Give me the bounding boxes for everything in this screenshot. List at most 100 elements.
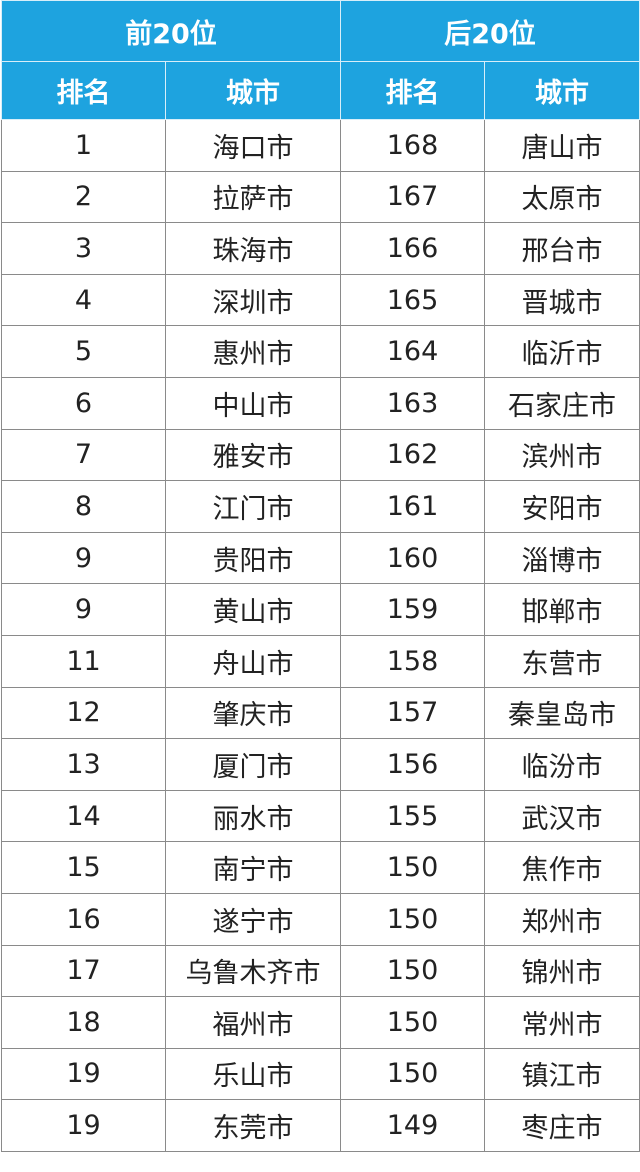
city-cell: 乐山市 bbox=[164, 1047, 342, 1101]
table-row: 19 乐山市 150 镇江市 bbox=[1, 1047, 640, 1101]
rank-cell: 19 bbox=[1, 1099, 166, 1152]
city-cell: 太原市 bbox=[484, 170, 640, 224]
group-header: 后20位 bbox=[340, 0, 640, 62]
rank-cell: 17 bbox=[1, 944, 166, 998]
city-cell: 珠海市 bbox=[164, 222, 342, 275]
city-cell: 镇江市 bbox=[484, 1047, 640, 1101]
rank-cell: 2 bbox=[1, 170, 166, 224]
rank-cell: 150 bbox=[340, 892, 486, 946]
city-cell: 枣庄市 bbox=[484, 1099, 640, 1152]
rank-cell: 158 bbox=[340, 634, 486, 688]
rank-cell: 4 bbox=[1, 273, 166, 327]
city-cell: 贵阳市 bbox=[164, 531, 342, 585]
column-header-row: 排名 城市 排名 城市 bbox=[1, 61, 640, 120]
rank-cell: 149 bbox=[340, 1099, 486, 1152]
rank-cell: 157 bbox=[340, 686, 486, 740]
table-row: 16 遂宁市 150 郑州市 bbox=[1, 892, 640, 946]
rank-cell: 162 bbox=[340, 428, 486, 482]
city-cell: 秦皇岛市 bbox=[484, 686, 640, 740]
rank-cell: 9 bbox=[1, 531, 166, 585]
table-row: 18 福州市 150 常州市 bbox=[1, 996, 640, 1049]
city-cell: 晋城市 bbox=[484, 273, 640, 327]
rank-cell: 150 bbox=[340, 996, 486, 1049]
table-row: 17 乌鲁木齐市 150 锦州市 bbox=[1, 944, 640, 998]
column-header: 排名 bbox=[1, 61, 166, 120]
table-row: 11 舟山市 158 东营市 bbox=[1, 634, 640, 688]
city-cell: 临汾市 bbox=[484, 738, 640, 791]
city-cell: 舟山市 bbox=[164, 634, 342, 688]
rank-cell: 168 bbox=[340, 119, 486, 172]
table-row: 9 黄山市 159 邯郸市 bbox=[1, 583, 640, 636]
rank-cell: 150 bbox=[340, 944, 486, 998]
rank-cell: 11 bbox=[1, 634, 166, 688]
table-row: 13 厦门市 156 临汾市 bbox=[1, 738, 640, 791]
rank-cell: 19 bbox=[1, 1047, 166, 1101]
city-cell: 东营市 bbox=[484, 634, 640, 688]
city-cell: 东莞市 bbox=[164, 1099, 342, 1152]
table-row: 5 惠州市 164 临沂市 bbox=[1, 325, 640, 378]
rank-cell: 160 bbox=[340, 531, 486, 585]
table-row: 1 海口市 168 唐山市 bbox=[1, 119, 640, 172]
rank-cell: 163 bbox=[340, 376, 486, 430]
city-cell: 武汉市 bbox=[484, 789, 640, 843]
table-row: 14 丽水市 155 武汉市 bbox=[1, 789, 640, 843]
table-row: 12 肇庆市 157 秦皇岛市 bbox=[1, 686, 640, 740]
rank-cell: 18 bbox=[1, 996, 166, 1049]
rank-cell: 155 bbox=[340, 789, 486, 843]
rank-cell: 159 bbox=[340, 583, 486, 636]
rank-cell: 161 bbox=[340, 480, 486, 533]
city-cell: 石家庄市 bbox=[484, 376, 640, 430]
rank-cell: 165 bbox=[340, 273, 486, 327]
table-row: 8 江门市 161 安阳市 bbox=[1, 480, 640, 533]
rank-cell: 5 bbox=[1, 325, 166, 378]
city-cell: 锦州市 bbox=[484, 944, 640, 998]
city-cell: 安阳市 bbox=[484, 480, 640, 533]
rank-cell: 8 bbox=[1, 480, 166, 533]
city-cell: 遂宁市 bbox=[164, 892, 342, 946]
group-header: 前20位 bbox=[0, 0, 342, 62]
rank-cell: 3 bbox=[1, 222, 166, 275]
table-row: 7 雅安市 162 滨州市 bbox=[1, 428, 640, 482]
city-cell: 临沂市 bbox=[484, 325, 640, 378]
table-row: 15 南宁市 150 焦作市 bbox=[1, 841, 640, 894]
city-cell: 深圳市 bbox=[164, 273, 342, 327]
rank-cell: 1 bbox=[1, 119, 166, 172]
rank-cell: 150 bbox=[340, 841, 486, 894]
rank-cell: 6 bbox=[1, 376, 166, 430]
city-cell: 惠州市 bbox=[164, 325, 342, 378]
rank-cell: 16 bbox=[1, 892, 166, 946]
rank-cell: 156 bbox=[340, 738, 486, 791]
rank-cell: 12 bbox=[1, 686, 166, 740]
column-header: 城市 bbox=[164, 61, 342, 120]
rank-cell: 15 bbox=[1, 841, 166, 894]
rank-cell: 7 bbox=[1, 428, 166, 482]
rank-cell: 164 bbox=[340, 325, 486, 378]
table-row: 2 拉萨市 167 太原市 bbox=[1, 170, 640, 224]
city-cell: 拉萨市 bbox=[164, 170, 342, 224]
city-cell: 雅安市 bbox=[164, 428, 342, 482]
table-row: 4 深圳市 165 晋城市 bbox=[1, 273, 640, 327]
rank-cell: 14 bbox=[1, 789, 166, 843]
city-cell: 乌鲁木齐市 bbox=[164, 944, 342, 998]
rank-cell: 150 bbox=[340, 1047, 486, 1101]
city-cell: 淄博市 bbox=[484, 531, 640, 585]
city-cell: 唐山市 bbox=[484, 119, 640, 172]
city-cell: 郑州市 bbox=[484, 892, 640, 946]
rank-cell: 9 bbox=[1, 583, 166, 636]
column-header: 排名 bbox=[340, 61, 486, 120]
city-cell: 海口市 bbox=[164, 119, 342, 172]
city-cell: 焦作市 bbox=[484, 841, 640, 894]
column-header: 城市 bbox=[484, 61, 640, 120]
city-cell: 滨州市 bbox=[484, 428, 640, 482]
rank-cell: 166 bbox=[340, 222, 486, 275]
city-cell: 厦门市 bbox=[164, 738, 342, 791]
rank-cell: 167 bbox=[340, 170, 486, 224]
city-cell: 邯郸市 bbox=[484, 583, 640, 636]
city-cell: 南宁市 bbox=[164, 841, 342, 894]
city-cell: 肇庆市 bbox=[164, 686, 342, 740]
city-cell: 福州市 bbox=[164, 996, 342, 1049]
table-row: 3 珠海市 166 邢台市 bbox=[1, 222, 640, 275]
